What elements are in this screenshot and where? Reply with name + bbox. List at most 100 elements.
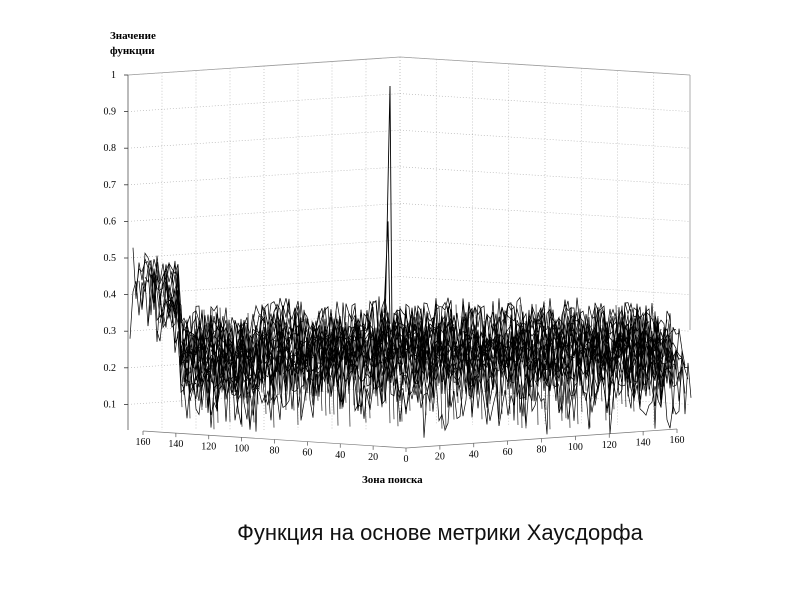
surface-line	[239, 325, 243, 427]
surface-line	[383, 323, 387, 404]
surface-line	[627, 354, 631, 389]
surface-line	[467, 353, 471, 400]
z-tick-label: 0.1	[104, 399, 117, 410]
surface-line	[395, 334, 399, 427]
x-tick-label: 0	[404, 454, 409, 465]
surface-line	[479, 305, 483, 420]
x-tick-label: 120	[201, 441, 216, 452]
y-tick-label: 20	[435, 452, 445, 463]
surface-line	[203, 309, 207, 408]
surface-line	[531, 354, 535, 402]
z-tick-label: 0.7	[104, 180, 117, 191]
surface-line	[655, 321, 659, 401]
surface-line	[191, 338, 195, 395]
slide-title: Функция на основе метрики Хаусдорфа	[237, 520, 643, 545]
surface-line	[223, 334, 227, 399]
surface-line	[427, 313, 431, 411]
surface-line	[459, 341, 463, 399]
surface-line	[515, 335, 519, 426]
grid-line	[127, 93, 401, 112]
surface-line	[391, 333, 395, 420]
grid-line	[399, 93, 691, 112]
grid-line	[399, 276, 691, 295]
surface-line	[567, 334, 571, 428]
surface-line	[259, 356, 263, 393]
grid-line	[399, 203, 691, 222]
surface-line	[483, 321, 487, 393]
surface-line	[311, 320, 315, 397]
surface-line	[603, 308, 607, 421]
surface-line	[443, 327, 447, 429]
surface-line	[555, 320, 559, 399]
surface-line	[247, 312, 251, 429]
z-tick-label: 0.3	[104, 326, 117, 337]
y-tick-label: 120	[602, 440, 617, 451]
grid-line	[399, 386, 691, 405]
surface-line	[375, 336, 379, 406]
x-tick-label: 60	[302, 448, 312, 459]
surface-line	[455, 304, 459, 403]
surface-line	[563, 323, 567, 419]
surface-line	[623, 331, 627, 408]
z-tick-label: 1	[111, 70, 116, 81]
surface-line	[315, 344, 319, 401]
surface-line	[559, 334, 563, 421]
grid-line	[399, 166, 691, 186]
surface-line	[379, 352, 383, 408]
grid-line	[127, 166, 401, 186]
surface-line	[351, 319, 355, 406]
surface-line	[211, 309, 215, 430]
surface-line	[635, 318, 639, 394]
surface-line	[631, 350, 635, 412]
surface-line	[207, 348, 211, 404]
surface-line	[179, 355, 183, 408]
surface-line	[451, 347, 455, 420]
grid-line	[399, 56, 691, 76]
surface-line	[439, 354, 443, 429]
surface-line	[195, 315, 199, 397]
surface-line	[174, 332, 683, 432]
y-tick-label: 160	[670, 435, 685, 446]
surface-line	[343, 351, 347, 403]
grid-line	[127, 203, 401, 222]
z-tick-label: 0.8	[104, 143, 117, 154]
surface-line	[231, 337, 235, 390]
x-tick-label: 100	[234, 443, 249, 454]
surface-line	[447, 352, 451, 406]
surface-line	[323, 330, 327, 416]
surface-line	[327, 358, 331, 415]
x-tick-label: 140	[168, 439, 183, 450]
surface-line	[511, 309, 515, 395]
surface-line	[419, 327, 423, 402]
surface-line	[227, 333, 231, 422]
surface-line	[463, 354, 467, 392]
surface-line	[363, 355, 367, 423]
z-tick-label: 0.9	[104, 107, 117, 118]
y-tick-label: 80	[537, 445, 547, 456]
y-tick-label: 140	[636, 437, 651, 448]
surface-line	[471, 346, 475, 391]
surface-line	[543, 325, 547, 410]
surface-line	[607, 325, 611, 416]
grid-line	[127, 349, 401, 369]
surface-line	[651, 335, 655, 401]
grid-line	[127, 56, 401, 76]
surface-line	[599, 349, 603, 402]
grid-line	[127, 239, 401, 259]
surface-line	[639, 351, 643, 390]
surface-line	[291, 338, 295, 411]
surface-line	[339, 330, 343, 409]
x-tick-label: 80	[270, 446, 280, 457]
surface-line	[491, 355, 495, 388]
surface-line	[215, 311, 219, 423]
surface-line	[495, 351, 499, 397]
surface-line	[367, 341, 371, 419]
surface-line	[359, 327, 363, 396]
surface-line	[355, 325, 359, 393]
surface-line	[519, 304, 523, 429]
surface-line	[287, 334, 291, 390]
surface-line	[435, 304, 439, 387]
surface-line	[319, 356, 323, 411]
surface-line	[255, 339, 259, 405]
